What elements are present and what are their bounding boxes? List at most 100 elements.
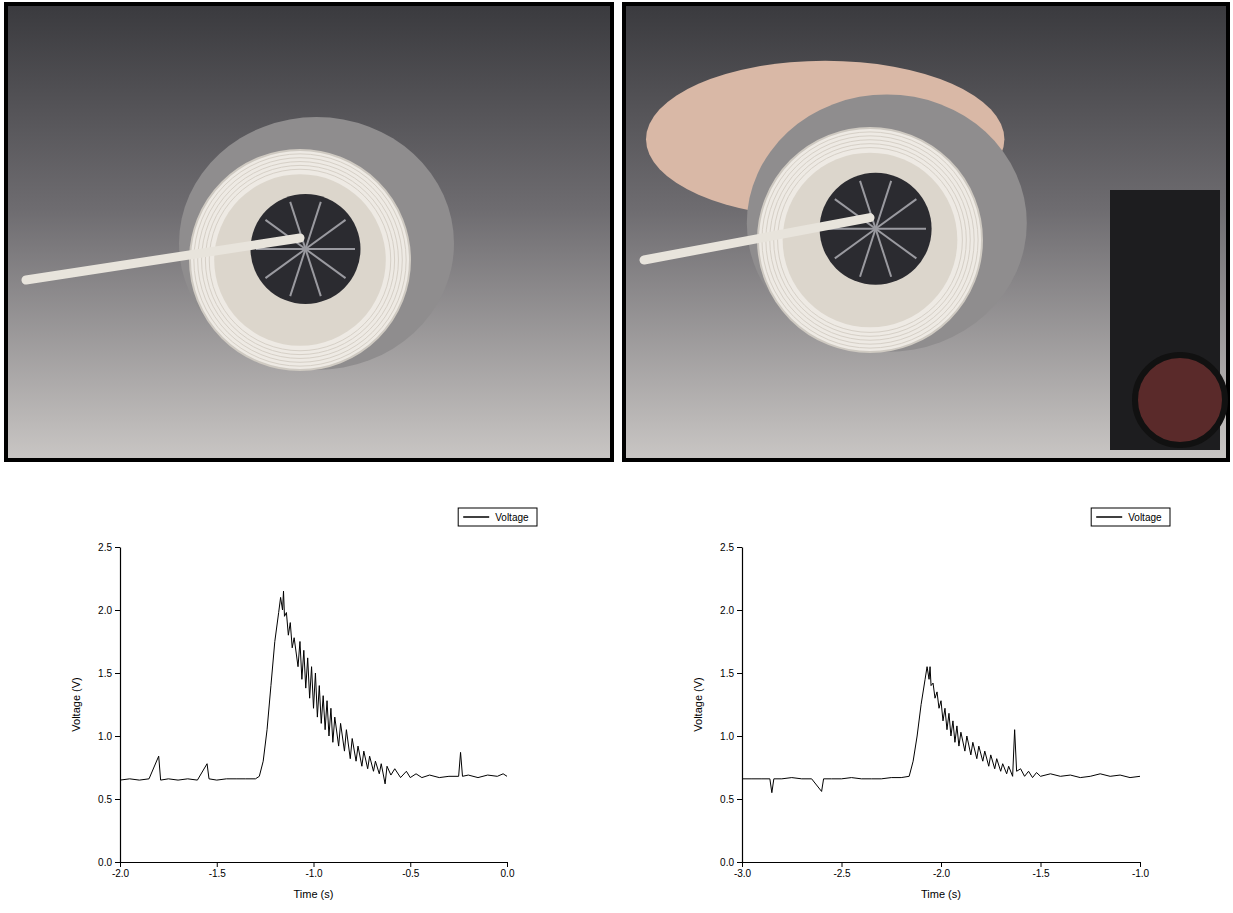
x-tick-label: 0.0 [501, 868, 515, 879]
y-tick-label: 1.0 [98, 731, 112, 742]
y-tick-label: 2.5 [98, 542, 112, 553]
voltage-line [742, 667, 1140, 793]
tube-ridge [762, 132, 978, 348]
fan-blade [306, 220, 346, 249]
fan-blade [306, 248, 356, 250]
fan-blade [876, 229, 892, 277]
x-tick: 0.0 [501, 862, 515, 879]
x-tick-label: -1.0 [1132, 868, 1150, 879]
x-tick-mark [314, 862, 315, 867]
x-tick-label: -1.5 [209, 868, 227, 879]
legend: Voltage [1091, 508, 1170, 526]
tube-inner [214, 174, 386, 346]
y-tick: 2.0 [98, 605, 120, 616]
y-tick-label: 0.5 [98, 794, 112, 805]
sensor-tube [26, 238, 300, 280]
legend-label: Voltage [495, 512, 529, 523]
y-axis-line [120, 548, 121, 863]
x-tick: -1.0 [1132, 862, 1150, 879]
y-tick-mark [115, 862, 120, 863]
y-axis: 0.0 0.5 1.0 1.5 2.0 2.5 [720, 542, 742, 868]
chart: -2.0 -1.5 -1.0 -0.5 0.0 0.0 0.5 1.0 1.5 2.0 2.5 Tim… [70, 508, 537, 900]
y-tick: 0.0 [98, 857, 120, 868]
x-tick-mark [217, 862, 218, 867]
photo-panel [6, 4, 612, 460]
y-tick-label: 2.0 [720, 605, 734, 616]
tube-ridge [778, 148, 963, 333]
tube-ridge [766, 136, 974, 344]
y-tick-label: 1.0 [720, 731, 734, 742]
plot-area [120, 591, 507, 784]
tube-ridge [770, 140, 970, 340]
y-tick-label: 0.0 [98, 857, 112, 868]
fan-blade [876, 229, 917, 259]
y-tick: 2.5 [98, 542, 120, 553]
tube-ridge [194, 154, 406, 366]
tube-rim [758, 128, 982, 352]
y-tick: 0.0 [720, 857, 742, 868]
x-tick-label: -2.0 [933, 868, 951, 879]
y-tick-mark [115, 799, 120, 800]
tube-inner [783, 153, 958, 328]
x-axis-title: Time (s) [294, 888, 334, 900]
legend-box [1091, 508, 1170, 526]
y-tick-label: 1.5 [98, 668, 112, 679]
x-axis: -3.0-2.5-2.0-1.5-1.0 [734, 862, 1150, 879]
y-axis-title: Voltage (V) [70, 677, 82, 731]
y-tick-mark [115, 547, 120, 548]
fan-blade [835, 229, 876, 259]
x-tick: -1.0 [305, 862, 323, 879]
tube-ridge [209, 169, 391, 351]
fan-blade [256, 248, 306, 250]
x-tick-mark [842, 862, 843, 867]
x-tick-mark [1140, 862, 1141, 867]
x-tick-mark [120, 862, 121, 867]
tube-ridge [205, 165, 394, 354]
x-tick: -2.0 [933, 862, 951, 879]
x-tick-mark [507, 862, 508, 867]
y-tick-mark [737, 673, 742, 674]
legend: Voltage [458, 508, 537, 526]
y-tick-label: 0.0 [720, 857, 734, 868]
fan-blade [876, 199, 917, 229]
y-tick-mark [737, 799, 742, 800]
tube-ridge [202, 162, 399, 359]
x-axis: -2.0 -1.5 -1.0 -0.5 0.0 [112, 862, 515, 879]
x-tick-label: -3.0 [734, 868, 752, 879]
y-tick-mark [115, 736, 120, 737]
y-tick-label: 2.0 [98, 605, 112, 616]
x-tick: -1.5 [1032, 862, 1050, 879]
fan-blade [306, 202, 321, 249]
tube-ridge [774, 144, 967, 337]
fan-blade [876, 228, 926, 230]
fan-blade [876, 181, 892, 229]
sensor-tube [644, 218, 870, 260]
y-tick: 0.5 [98, 794, 120, 805]
x-tick: -1.5 [209, 862, 227, 879]
y-tick: 1.5 [720, 668, 742, 679]
x-tick: -3.0 [734, 862, 752, 879]
fan [251, 194, 361, 304]
y-tick-label: 0.5 [720, 794, 734, 805]
x-tick-mark [410, 862, 411, 867]
x-tick-label: -2.0 [112, 868, 130, 879]
outer-housing [747, 94, 1027, 352]
fan-blade [860, 229, 876, 277]
photo-frame [6, 4, 612, 460]
y-tick-label: 2.5 [720, 542, 734, 553]
figure: -2.0 -1.5 -1.0 -0.5 0.0 0.0 0.5 1.0 1.5 2.0 2.5 Tim… [0, 0, 1233, 913]
fan-blade [265, 249, 305, 278]
x-tick: -0.5 [402, 862, 420, 879]
tube-rim [190, 150, 410, 370]
x-axis-title: Time (s) [921, 888, 961, 900]
y-tick: 1.5 [98, 668, 120, 679]
fan [820, 173, 932, 285]
photo-panel [624, 4, 1228, 460]
voltage-line [120, 591, 507, 784]
y-tick: 2.5 [720, 542, 742, 553]
y-axis: 0.0 0.5 1.0 1.5 2.0 2.5 [98, 542, 120, 868]
y-tick: 1.0 [98, 731, 120, 742]
y-axis-title: Voltage (V) [692, 677, 704, 731]
y-tick-mark [737, 736, 742, 737]
lamp [1135, 355, 1225, 445]
